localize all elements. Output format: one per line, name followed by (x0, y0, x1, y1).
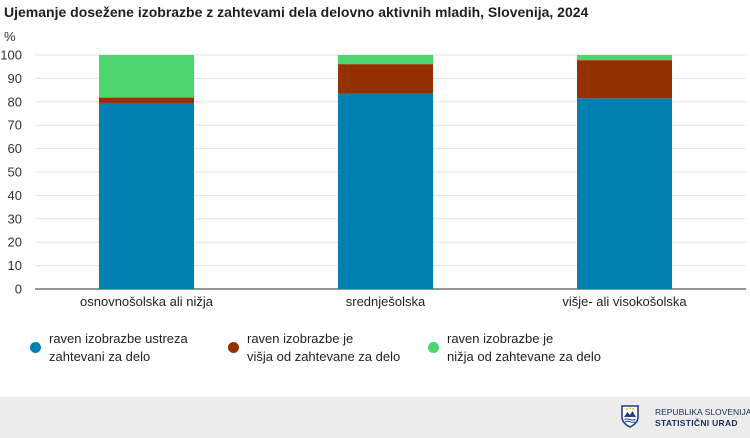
legend-swatch (428, 342, 439, 353)
footer-bar: REPUBLIKA SLOVENIJA STATISTIČNI URAD (0, 397, 750, 438)
legend-swatch (228, 342, 239, 353)
shield-logo-icon (621, 405, 639, 428)
y-axis-label: % (4, 29, 16, 44)
organization-name: REPUBLIKA SLOVENIJA STATISTIČNI URAD (655, 407, 750, 429)
bar-segment-2-cat-1[interactable] (99, 97, 194, 103)
bar-segment-1-cat-2[interactable] (338, 93, 433, 289)
legend-label: raven izobrazbe ustreza zahtevani za del… (49, 331, 188, 364)
legend-item-ustreza[interactable]: raven izobrazbe ustreza zahtevani za del… (30, 328, 230, 368)
y-tick-label: 60 (8, 141, 22, 156)
y-tick-label: 40 (8, 188, 22, 203)
y-tick-label: 30 (8, 211, 22, 226)
bar-segment-3-cat-1[interactable] (99, 55, 194, 98)
stacked-bar-chart: 0 10 20 30 40 50 60 70 80 90 100 osnovnošolska ali… (0, 29, 746, 309)
y-tick-labels: 0 10 20 30 40 50 60 70 80 90 100 (0, 48, 22, 297)
bar-segment-2-cat-3[interactable] (577, 60, 672, 99)
y-tick-label: 0 (15, 282, 22, 297)
y-tick-label: 10 (8, 258, 22, 273)
bar-segment-3-cat-2[interactable] (338, 55, 433, 65)
bar-segment-3-cat-3[interactable] (577, 55, 672, 61)
bar-segment-1-cat-1[interactable] (99, 102, 194, 289)
legend-swatch (30, 342, 41, 353)
y-tick-label: 100 (0, 48, 22, 63)
bars (99, 55, 672, 289)
x-category-labels: osnovnošolska ali nižja srednješolska višj… (80, 294, 687, 309)
legend-item-visja[interactable]: raven izobrazbe je višja od zahtevane za… (228, 328, 428, 368)
y-tick-label: 20 (8, 235, 22, 250)
x-category-label: osnovnošolska ali nižja (80, 294, 214, 309)
legend-label: raven izobrazbe je nižja od zahtevane za… (447, 331, 601, 364)
y-tick-label: 90 (8, 71, 22, 86)
x-category-label: srednješolska (346, 294, 426, 309)
chart-legend: raven izobrazbe ustreza zahtevani za del… (0, 328, 750, 368)
y-tick-label: 80 (8, 94, 22, 109)
y-tick-label: 50 (8, 165, 22, 180)
bar-segment-1-cat-3[interactable] (577, 98, 672, 289)
bar-segment-2-cat-2[interactable] (338, 64, 433, 94)
org-name-line1: REPUBLIKA SLOVENIJA (655, 407, 750, 417)
legend-label: raven izobrazbe je višja od zahtevane za… (247, 331, 401, 364)
chart-title: Ujemanje dosežene izobrazbe z zahtevami … (4, 4, 589, 20)
legend-item-nizja[interactable]: raven izobrazbe je nižja od zahtevane za… (428, 328, 638, 368)
org-name-line2: STATISTIČNI URAD (655, 418, 738, 428)
x-category-label: višje- ali visokošolska (562, 294, 687, 309)
y-tick-label: 70 (8, 118, 22, 133)
